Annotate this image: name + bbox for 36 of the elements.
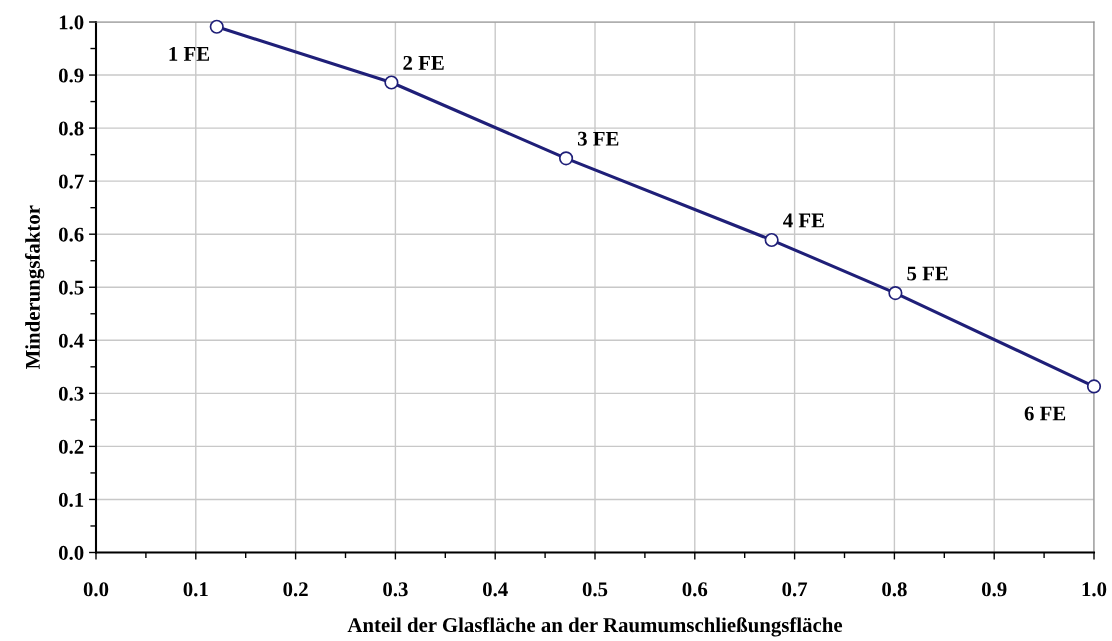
point [764, 232, 779, 248]
x-tick-label: 0.0 [83, 582, 109, 597]
x-tick-label: 0.7 [782, 582, 808, 597]
y-tick-label: 0.7 [58, 174, 84, 189]
annotation: 5 FE [907, 266, 948, 281]
point [209, 19, 224, 34]
x-tick-label: 0.9 [981, 582, 1007, 597]
x-tick-label: 0.3 [383, 582, 408, 597]
y-tick-label: 0.0 [58, 545, 84, 561]
y-tick-label: 0.8 [58, 121, 84, 136]
x-axis-title: Anteil der Glasfläche an der Raumumschließungsfläche [347, 617, 843, 637]
point [1086, 379, 1102, 394]
y-tick-label: 1.0 [59, 15, 84, 30]
annotation: 3 FE [577, 131, 619, 146]
point [888, 286, 903, 301]
y-tick-label: 0.2 [58, 439, 84, 454]
x-tick-label: 0.4 [482, 582, 508, 597]
y-axis-title: Minderungsfaktor [25, 205, 45, 370]
annotation: 1 FE [169, 46, 210, 61]
annotation: 6 FE [1024, 406, 1066, 421]
y-tick-label: 0.6 [58, 227, 84, 242]
x-tick-label: 0.5 [582, 582, 608, 597]
y-tick-label: 0.3 [58, 386, 84, 401]
x-tick-label: 0.8 [882, 582, 907, 597]
point [558, 151, 574, 166]
x-tick-label: 0.6 [682, 582, 708, 597]
x-tick-label: 1.0 [1082, 582, 1107, 597]
y-tick-label: 0.5 [58, 280, 84, 295]
point [384, 75, 399, 90]
annotation: 2 FE [403, 55, 444, 70]
y-tick-label: 0.4 [58, 333, 84, 348]
x-tick-label: 0.1 [183, 582, 208, 597]
y-tick-label: 0.1 [58, 492, 84, 507]
annotation: 4 FE [783, 213, 824, 228]
x-tick-label: 0.2 [283, 582, 308, 597]
y-tick-label: 0.9 [58, 68, 84, 83]
